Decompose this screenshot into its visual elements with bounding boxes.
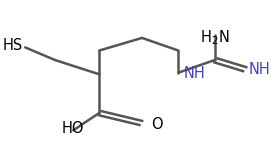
Text: NH: NH xyxy=(184,66,205,81)
Text: HS: HS xyxy=(2,38,23,52)
Text: HO: HO xyxy=(62,121,84,136)
Text: NH: NH xyxy=(249,62,270,77)
Text: O: O xyxy=(151,117,163,131)
Text: H$_2$N: H$_2$N xyxy=(200,28,230,47)
